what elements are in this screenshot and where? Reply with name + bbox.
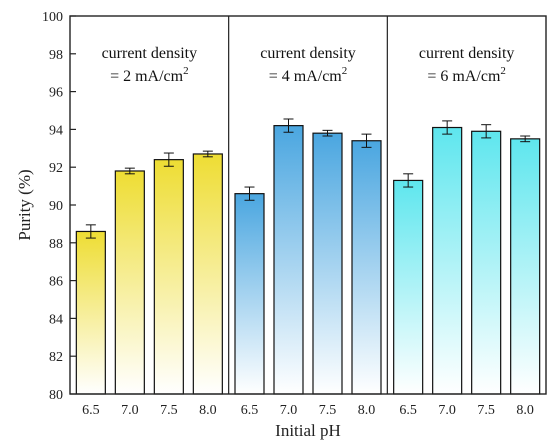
error-bar: [322, 129, 333, 137]
labels-layer: 6.5 7.0 7.5 8.0 current density = 2 mA/cm2 6.5…: [42, 10, 534, 418]
y-tick-label: 92: [49, 161, 63, 176]
bar: [312, 132, 343, 395]
group-label-line2: = 6 mA/cm2: [427, 65, 506, 85]
x-tick-label: 8.0: [199, 403, 217, 418]
x-tick-label: 6.5: [241, 403, 259, 418]
error-bar: [124, 167, 135, 175]
error-bar: [520, 135, 531, 143]
x-tick-label: 8.0: [516, 403, 534, 418]
x-tick-label: 6.5: [399, 403, 417, 418]
y-tick-label: 100: [42, 10, 63, 25]
bar: [153, 159, 184, 395]
error-bar: [163, 152, 174, 167]
group-label-line2: = 2 mA/cm2: [110, 65, 189, 85]
axes-layer: [69, 15, 547, 395]
error-bar: [85, 224, 96, 239]
y-tick-label: 86: [49, 275, 63, 290]
bar: [471, 130, 502, 395]
x-tick-label: 7.0: [438, 403, 456, 418]
bar: [234, 193, 265, 395]
x-tick-label: 7.5: [477, 403, 495, 418]
y-tick-label: 84: [49, 312, 63, 327]
error-bar: [481, 124, 492, 139]
x-tick-label: 7.0: [121, 403, 139, 418]
error-bar: [442, 120, 453, 135]
y-tick-label: 82: [49, 350, 63, 365]
bar: [273, 125, 304, 395]
x-tick-label: 7.5: [160, 403, 178, 418]
bar: [393, 179, 424, 395]
x-axis-title: Initial pH: [275, 421, 341, 440]
bar: [510, 138, 541, 395]
bar: [351, 140, 382, 395]
y-tick-label: 98: [49, 48, 63, 63]
x-tick-label: 7.5: [319, 403, 337, 418]
bar: [192, 153, 223, 395]
group-label-line2: = 4 mA/cm2: [269, 65, 348, 85]
bar: [114, 170, 145, 395]
y-tick-label: 94: [49, 123, 63, 138]
y-tick-label: 96: [49, 86, 63, 101]
error-bar: [361, 133, 372, 148]
group-label-line1: current density: [419, 45, 515, 62]
error-bar: [202, 150, 213, 158]
x-tick-label: 7.0: [280, 403, 298, 418]
group-label-line1: current density: [260, 45, 356, 62]
bar: [432, 126, 463, 395]
error-bar: [244, 186, 255, 201]
y-axis-title: Purity (%): [15, 169, 34, 240]
bar: [75, 230, 106, 395]
x-tick-label: 8.0: [358, 403, 376, 418]
error-bar: [283, 118, 294, 133]
x-tick-label: 6.5: [82, 403, 100, 418]
y-tick-label: 80: [49, 388, 63, 403]
error-bar: [403, 173, 414, 188]
group-label-line1: current density: [102, 45, 198, 62]
y-tick-label: 88: [49, 237, 63, 252]
bars-layer: [75, 118, 541, 395]
y-tick-label: 90: [49, 199, 63, 214]
